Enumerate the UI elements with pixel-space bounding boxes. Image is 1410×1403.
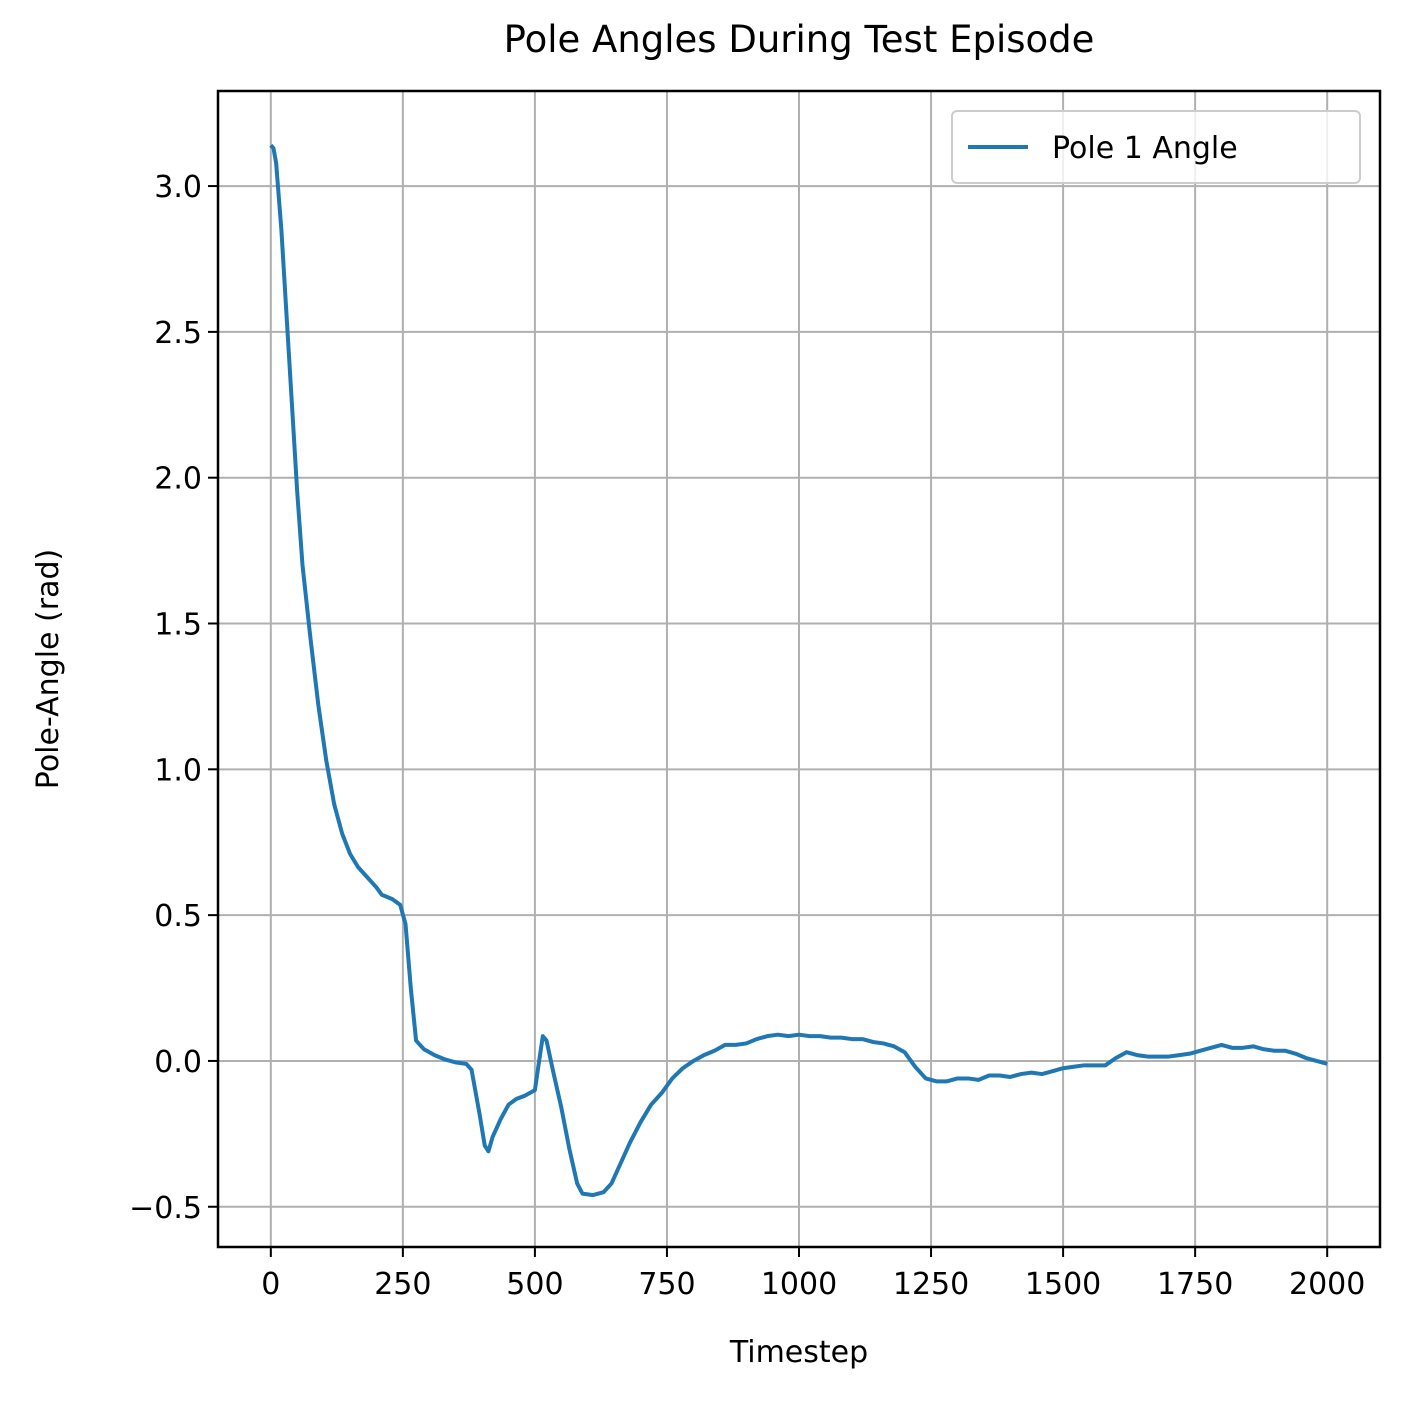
x-tick-label: 750 xyxy=(638,1267,695,1302)
chart-title: Pole Angles During Test Episode xyxy=(504,18,1095,61)
x-tick-label: 250 xyxy=(374,1267,431,1302)
y-tick-label: 1.0 xyxy=(154,753,202,788)
x-tick-label: 500 xyxy=(506,1267,563,1302)
y-tick-label: 2.0 xyxy=(154,462,202,497)
x-tick-label: 1000 xyxy=(761,1267,837,1302)
y-tick-label: 3.0 xyxy=(154,170,202,205)
data-line xyxy=(269,143,1328,1198)
y-tick-label: 1.5 xyxy=(154,608,202,643)
y-tick-label: −0.5 xyxy=(129,1191,202,1226)
legend-box xyxy=(951,110,1361,184)
x-tick-label: 2000 xyxy=(1289,1267,1365,1302)
x-tick-label: 0 xyxy=(261,1267,280,1302)
y-tick-label: 0.0 xyxy=(154,1045,202,1080)
y-tick-label: 2.5 xyxy=(154,316,202,351)
y-axis-label: Pole-Angle (rad) xyxy=(31,549,66,789)
x-tick-label: 1250 xyxy=(893,1267,969,1302)
x-tick-label: 1750 xyxy=(1157,1267,1233,1302)
legend-label: Pole 1 Angle xyxy=(1052,131,1238,166)
plot-frame xyxy=(216,89,1382,1249)
x-axis-label: Timestep xyxy=(729,1335,868,1370)
y-tick-label: 0.5 xyxy=(154,899,202,934)
x-tick-label: 1500 xyxy=(1025,1267,1101,1302)
